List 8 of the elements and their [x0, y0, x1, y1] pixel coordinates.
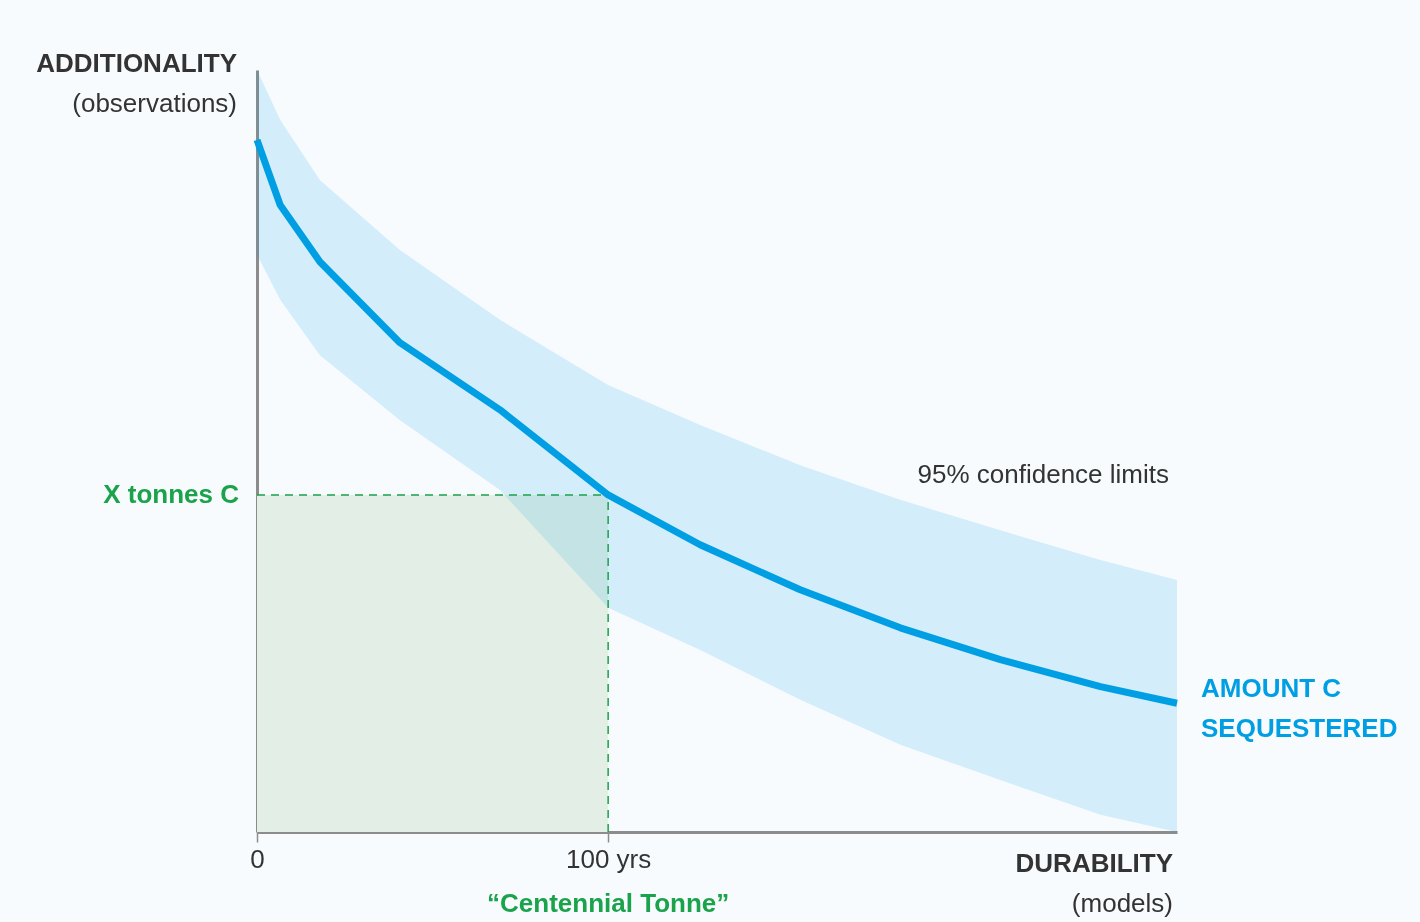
ref-line-label: “Centennial Tonne”	[487, 888, 730, 918]
x-tick-label: 0	[250, 843, 265, 874]
x-tick-label: 100 yrs	[566, 843, 652, 874]
annotation: 95% confidence limits	[917, 459, 1169, 489]
ref-line-label: X tonnes C	[103, 478, 240, 509]
series-label: AMOUNT C SEQUESTERED	[1201, 673, 1398, 744]
y-axis-title: ADDITIONALITY (observations)	[36, 48, 237, 118]
x-axis-title: DURABILITY (models)	[1015, 848, 1173, 918]
